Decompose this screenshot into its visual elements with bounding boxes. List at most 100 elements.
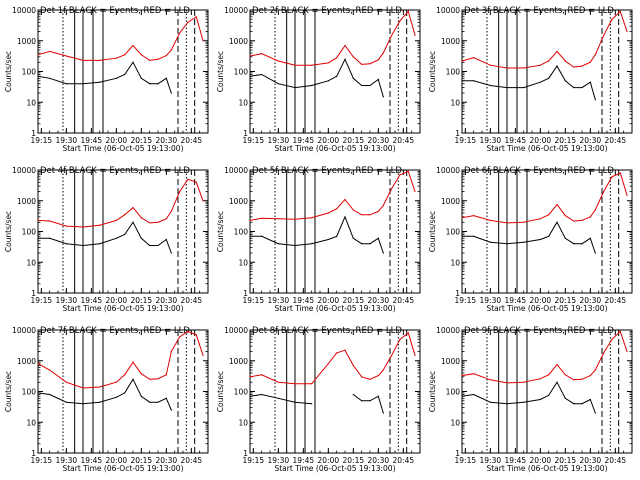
y-tick-label: 100 <box>22 228 37 237</box>
x-axis-label: Start Time (06-Oct-05 19:13:00) <box>62 464 183 473</box>
data-point-lld <box>149 59 151 61</box>
data-point-events <box>261 235 263 237</box>
data-point-lld <box>132 206 134 209</box>
data-point-lld <box>573 379 575 381</box>
data-point-events <box>506 86 508 89</box>
data-point-events <box>344 58 346 60</box>
x-tick-label: 20:00 <box>530 296 552 305</box>
data-point-lld <box>391 354 393 356</box>
data-point-lld <box>327 212 329 214</box>
data-point-lld <box>202 200 204 202</box>
panel-det-2: Det 2f BLACK = Events, RED = LLD 1 10 100 10… <box>216 6 421 153</box>
x-tick-label: 19:45 <box>293 456 315 465</box>
data-point-lld <box>277 381 279 383</box>
y-tick-label: 1000 <box>229 197 248 206</box>
data-point-events <box>124 233 126 236</box>
data-point-lld <box>37 363 39 365</box>
panel-title: Det 6f BLACK = Events, RED = LLD <box>464 166 614 176</box>
data-point-events <box>361 243 363 245</box>
data-point-lld <box>352 209 354 211</box>
data-point-events <box>249 235 251 237</box>
data-point-events <box>140 237 142 239</box>
x-tick-label: 20:15 <box>131 296 153 305</box>
y-axis-label: Counts/sec <box>216 51 225 92</box>
x-tick-label: 19:30 <box>268 456 290 465</box>
data-point-lld <box>187 178 189 180</box>
panel-title: Det 2f BLACK = Events, RED = LLD <box>252 6 402 16</box>
data-point-events <box>352 237 354 239</box>
data-point-events <box>327 80 329 82</box>
data-point-lld <box>361 63 363 66</box>
data-point-events <box>539 81 541 83</box>
data-point-lld <box>149 378 151 380</box>
data-point-lld <box>165 374 167 376</box>
data-point-lld <box>344 349 346 351</box>
x-tick-label: 20:00 <box>106 456 128 465</box>
data-point-lld <box>611 176 613 178</box>
data-point-events <box>249 75 251 77</box>
data-point-lld <box>82 226 84 228</box>
data-point-events <box>277 397 279 399</box>
data-point-events <box>556 221 558 223</box>
panel-det-9: Det 9f BLACK = Events, RED = LLD 1 10 100 10… <box>428 326 633 473</box>
data-point-lld <box>202 354 204 356</box>
y-tick-label: 1 <box>243 449 248 458</box>
data-point-events <box>382 252 384 254</box>
x-axis-label: Start Time (06-Oct-05 19:13:00) <box>274 304 395 313</box>
data-point-lld <box>377 374 379 377</box>
x-tick-label: 19:45 <box>81 296 103 305</box>
x-tick-label: 20:30 <box>580 456 602 465</box>
data-point-lld <box>414 354 416 356</box>
data-point-lld <box>564 214 566 217</box>
data-point-lld <box>407 170 409 173</box>
data-point-lld <box>277 60 279 62</box>
data-point-events <box>581 403 583 405</box>
data-point-lld <box>589 61 591 63</box>
series-line-events <box>462 65 596 100</box>
x-axis-label: Start Time (06-Oct-05 19:13:00) <box>486 464 607 473</box>
x-tick-label: 20:00 <box>318 456 340 465</box>
data-point-events <box>581 243 583 245</box>
data-point-events <box>157 401 159 403</box>
x-tick-label: 20:30 <box>156 296 178 305</box>
data-point-lld <box>391 187 393 190</box>
y-tick-label: 1 <box>455 449 460 458</box>
x-tick-label: 20:30 <box>368 456 390 465</box>
y-tick-label: 1000 <box>17 357 36 366</box>
data-point-lld <box>414 190 416 193</box>
data-point-lld <box>382 52 384 54</box>
data-point-events <box>140 77 142 79</box>
data-point-events <box>261 393 263 396</box>
data-point-lld <box>626 194 628 196</box>
data-point-events <box>99 81 101 83</box>
x-tick-label: 19:30 <box>268 296 290 305</box>
y-tick-label: 1000 <box>441 37 460 46</box>
data-point-events <box>65 83 67 85</box>
data-point-lld <box>195 16 197 18</box>
x-tick-label: 20:45 <box>393 296 415 305</box>
data-point-lld <box>489 64 491 66</box>
data-point-events <box>311 243 313 245</box>
data-point-lld <box>603 34 605 36</box>
data-point-events <box>369 84 371 87</box>
data-point-lld <box>581 219 583 221</box>
y-tick-label: 1000 <box>441 197 460 206</box>
data-point-events <box>573 403 575 405</box>
series-line-events <box>38 221 172 254</box>
data-point-lld <box>170 210 172 213</box>
data-point-events <box>461 395 463 397</box>
data-point-lld <box>564 60 566 62</box>
data-point-events <box>261 73 263 76</box>
data-point-lld <box>461 374 463 377</box>
x-tick-label: 20:45 <box>181 296 203 305</box>
data-point-lld <box>140 54 142 56</box>
data-point-events <box>132 61 134 63</box>
data-point-events <box>37 392 39 394</box>
data-point-events <box>65 243 67 245</box>
y-axis-label: Counts/sec <box>428 371 437 412</box>
data-point-events <box>170 409 172 411</box>
data-point-events <box>382 412 384 414</box>
y-tick-label: 10000 <box>224 166 248 175</box>
data-point-lld <box>132 44 134 47</box>
